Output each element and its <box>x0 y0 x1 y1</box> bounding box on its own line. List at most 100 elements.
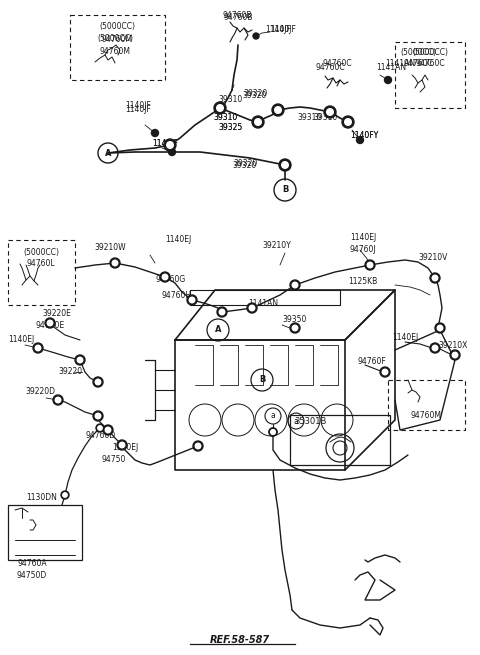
Circle shape <box>195 443 201 449</box>
Text: 1141AN: 1141AN <box>376 62 406 71</box>
Circle shape <box>164 139 176 151</box>
Circle shape <box>367 262 373 268</box>
Text: 39310: 39310 <box>313 113 337 121</box>
Circle shape <box>357 136 363 143</box>
Text: 94760G: 94760G <box>155 276 185 284</box>
Circle shape <box>98 426 102 430</box>
Text: 1125KB: 1125KB <box>348 278 377 286</box>
Circle shape <box>249 305 255 310</box>
Text: 39310: 39310 <box>218 96 242 105</box>
Text: 39210Y: 39210Y <box>262 240 291 250</box>
Circle shape <box>119 442 125 448</box>
Circle shape <box>152 130 158 136</box>
Text: 1140FY: 1140FY <box>350 130 378 140</box>
Text: 39210V: 39210V <box>418 252 447 261</box>
Circle shape <box>53 395 63 405</box>
Text: 39350: 39350 <box>282 316 306 324</box>
Circle shape <box>269 428 277 436</box>
Circle shape <box>214 102 226 114</box>
Text: 94760M: 94760M <box>101 35 132 45</box>
Circle shape <box>75 355 85 365</box>
Circle shape <box>435 323 445 333</box>
Circle shape <box>47 320 53 326</box>
Text: 94760H: 94760H <box>162 291 192 301</box>
Text: 35301B: 35301B <box>294 417 326 426</box>
Text: REF.58-587: REF.58-587 <box>210 635 270 645</box>
Text: 39220D: 39220D <box>25 388 55 396</box>
Text: 94760J: 94760J <box>350 246 377 255</box>
Circle shape <box>292 326 298 331</box>
Text: 1140JF: 1140JF <box>152 138 178 147</box>
Text: (5000CC): (5000CC) <box>400 48 436 56</box>
Text: 1140EJ: 1140EJ <box>112 443 138 453</box>
Text: a: a <box>294 417 299 426</box>
Text: 94760C: 94760C <box>403 58 433 67</box>
Circle shape <box>77 357 83 363</box>
Text: 94750D: 94750D <box>17 572 47 580</box>
Circle shape <box>271 430 275 434</box>
Text: 1140JF: 1140JF <box>270 24 296 33</box>
Circle shape <box>95 413 101 419</box>
Text: 1140EJ: 1140EJ <box>165 236 191 244</box>
Text: B: B <box>282 185 288 195</box>
Circle shape <box>96 424 104 432</box>
Text: 1140FY: 1140FY <box>350 130 378 140</box>
Circle shape <box>189 297 195 303</box>
Circle shape <box>160 272 170 282</box>
Circle shape <box>112 260 118 266</box>
Circle shape <box>193 441 203 451</box>
Circle shape <box>93 411 103 421</box>
Text: 1140EJ: 1140EJ <box>392 333 418 343</box>
Circle shape <box>275 107 281 113</box>
Text: 39310: 39310 <box>298 113 322 121</box>
Text: 94760B: 94760B <box>223 14 253 22</box>
Bar <box>388 380 465 430</box>
Text: 94760C: 94760C <box>322 58 352 67</box>
Circle shape <box>61 491 69 499</box>
Bar <box>8 505 82 560</box>
Circle shape <box>103 425 113 435</box>
Text: 39210W: 39210W <box>94 244 126 252</box>
Text: 39220: 39220 <box>58 367 82 377</box>
Circle shape <box>437 326 443 331</box>
Circle shape <box>342 116 354 128</box>
Text: 39210X: 39210X <box>438 341 468 350</box>
Circle shape <box>450 350 460 360</box>
Circle shape <box>110 258 120 268</box>
Circle shape <box>432 275 438 281</box>
Circle shape <box>452 352 458 358</box>
Circle shape <box>219 309 225 315</box>
Text: A: A <box>215 326 221 335</box>
Circle shape <box>282 162 288 168</box>
Bar <box>395 42 465 108</box>
Text: 94760D: 94760D <box>85 432 115 441</box>
Text: (5000CC): (5000CC) <box>99 22 135 31</box>
Circle shape <box>45 318 55 328</box>
Circle shape <box>117 440 127 450</box>
Circle shape <box>290 323 300 333</box>
Circle shape <box>253 33 259 39</box>
Bar <box>290 415 390 465</box>
Circle shape <box>216 105 223 111</box>
Text: 1140JF: 1140JF <box>125 105 151 115</box>
Circle shape <box>345 119 351 125</box>
Text: 1140JF: 1140JF <box>265 26 291 35</box>
Text: 1140JF: 1140JF <box>152 138 178 147</box>
Text: 39310: 39310 <box>213 113 237 121</box>
Text: 39310: 39310 <box>213 113 237 122</box>
Text: 1141AN: 1141AN <box>248 299 278 307</box>
Bar <box>70 15 165 80</box>
Text: 94760M: 94760M <box>99 48 131 56</box>
Text: 94760L: 94760L <box>27 259 55 267</box>
Text: 94760B: 94760B <box>222 12 252 20</box>
Circle shape <box>105 427 111 433</box>
Text: 1140EJ: 1140EJ <box>8 335 34 345</box>
Circle shape <box>33 343 43 353</box>
Circle shape <box>365 260 375 270</box>
Text: 94760C: 94760C <box>415 60 445 69</box>
Circle shape <box>162 274 168 280</box>
Text: 94760F: 94760F <box>358 358 387 367</box>
Circle shape <box>187 295 197 305</box>
Text: 94750: 94750 <box>102 455 126 464</box>
Circle shape <box>430 343 440 353</box>
